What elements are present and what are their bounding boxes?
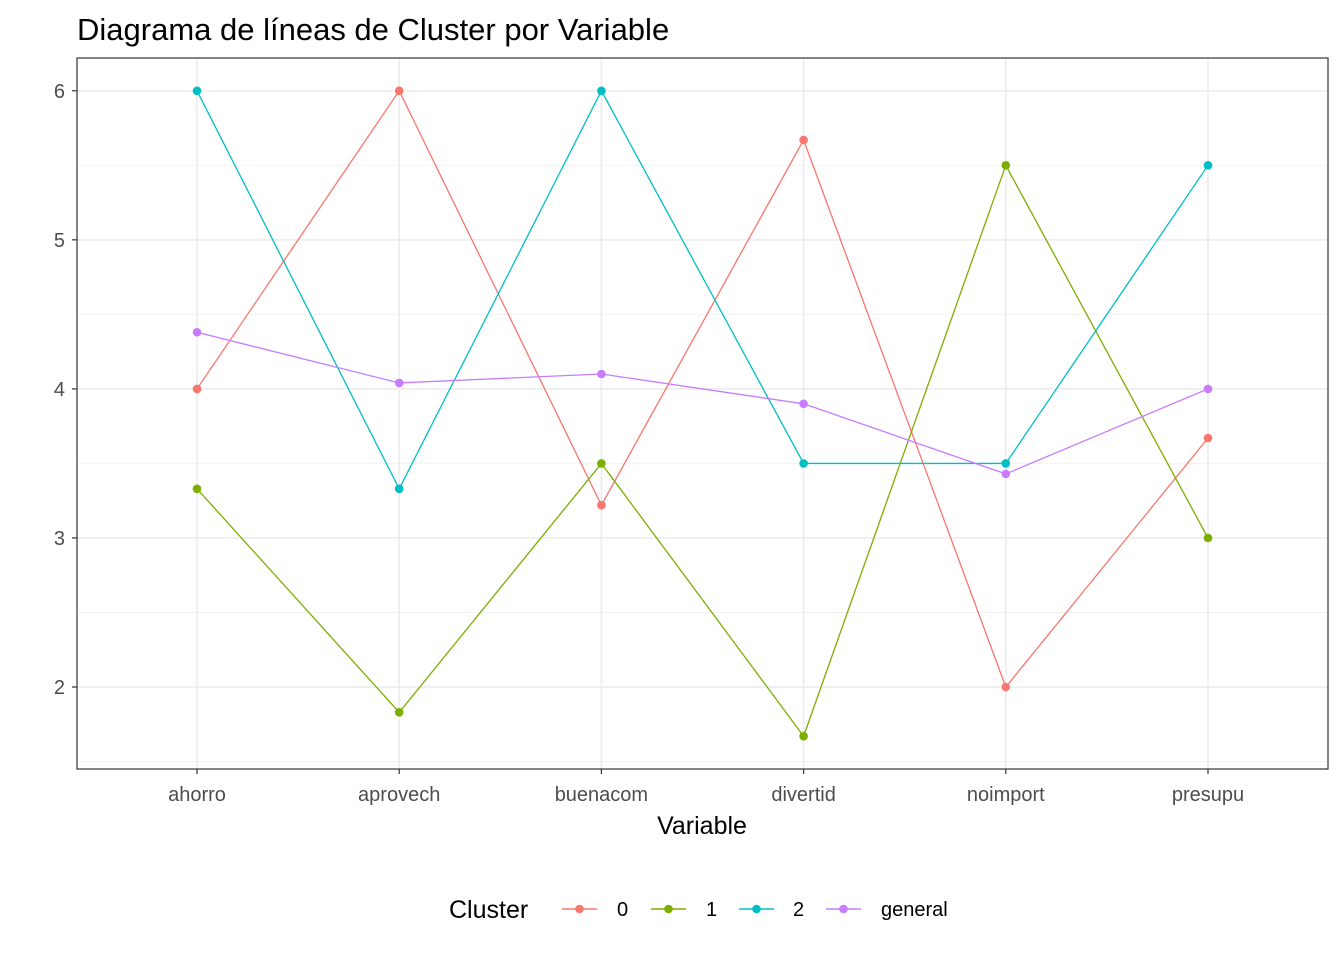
y-tick-label: 5 (54, 230, 65, 252)
y-tick-label: 6 (54, 81, 65, 103)
y-tick-label: 4 (54, 379, 65, 401)
data-point (597, 369, 606, 379)
legend-item-2: 2 (739, 899, 804, 921)
legend-title: Cluster (449, 896, 528, 924)
data-point (799, 135, 808, 145)
series-1 (192, 161, 1213, 741)
x-tick-label: divertid (771, 784, 835, 806)
x-tick-label: aprovech (358, 784, 440, 806)
legend-item-0: 0 (562, 899, 628, 921)
data-point (597, 459, 606, 468)
data-point (799, 459, 808, 468)
data-point (394, 86, 404, 96)
data-point (1001, 161, 1011, 170)
chart-title: Diagrama de líneas de Cluster por Variab… (77, 12, 669, 47)
data-point (1001, 469, 1011, 479)
data-point (1001, 459, 1011, 468)
legend-item-1: 1 (651, 899, 717, 921)
data-point (1203, 161, 1213, 170)
legend: Cluster 0 1 2 general (449, 896, 948, 924)
data-point (192, 327, 202, 337)
legend-key-point (664, 904, 673, 914)
legend-key-point (752, 904, 761, 914)
legend-label: 0 (617, 899, 628, 921)
series-line (196, 89, 1209, 689)
legend-key-point (575, 904, 584, 914)
data-point (597, 86, 606, 96)
series-general (192, 327, 1213, 479)
data-point (192, 86, 202, 96)
series-2 (192, 86, 1213, 494)
legend-label: 2 (793, 899, 804, 921)
series-line (196, 163, 1209, 738)
data-point (597, 500, 606, 510)
series-line (196, 89, 1209, 491)
series-layer (192, 86, 1213, 741)
data-point (1203, 533, 1213, 543)
grid (77, 58, 1328, 769)
data-point (394, 484, 404, 494)
plot-panel-border (76, 57, 1329, 770)
data-point (192, 384, 202, 394)
x-tick-label: noimport (967, 784, 1045, 806)
series-0 (192, 86, 1213, 692)
legend-item-general: general (826, 899, 948, 921)
y-tick-label: 3 (54, 528, 65, 550)
data-point (394, 708, 404, 717)
y-tick-label: 2 (54, 677, 65, 699)
y-axis-ticks: 2 3 4 5 6 (54, 81, 77, 699)
data-point (192, 484, 202, 494)
data-point (1001, 682, 1011, 692)
series-line (196, 331, 1209, 475)
legend-label: general (881, 899, 948, 921)
data-point (394, 378, 404, 388)
data-point (799, 731, 808, 741)
x-tick-label: buenacom (555, 784, 648, 806)
data-point (1203, 433, 1213, 443)
legend-key-point (839, 904, 848, 914)
legend-label: 1 (706, 899, 717, 921)
data-point (1203, 384, 1213, 394)
x-tick-label: ahorro (168, 784, 226, 806)
x-axis-label: Variable (657, 812, 747, 840)
x-tick-label: presupu (1172, 784, 1244, 806)
x-axis-ticks: ahorro aprovech buenacom divertid noimport pr… (168, 769, 1244, 806)
data-point (799, 399, 808, 409)
